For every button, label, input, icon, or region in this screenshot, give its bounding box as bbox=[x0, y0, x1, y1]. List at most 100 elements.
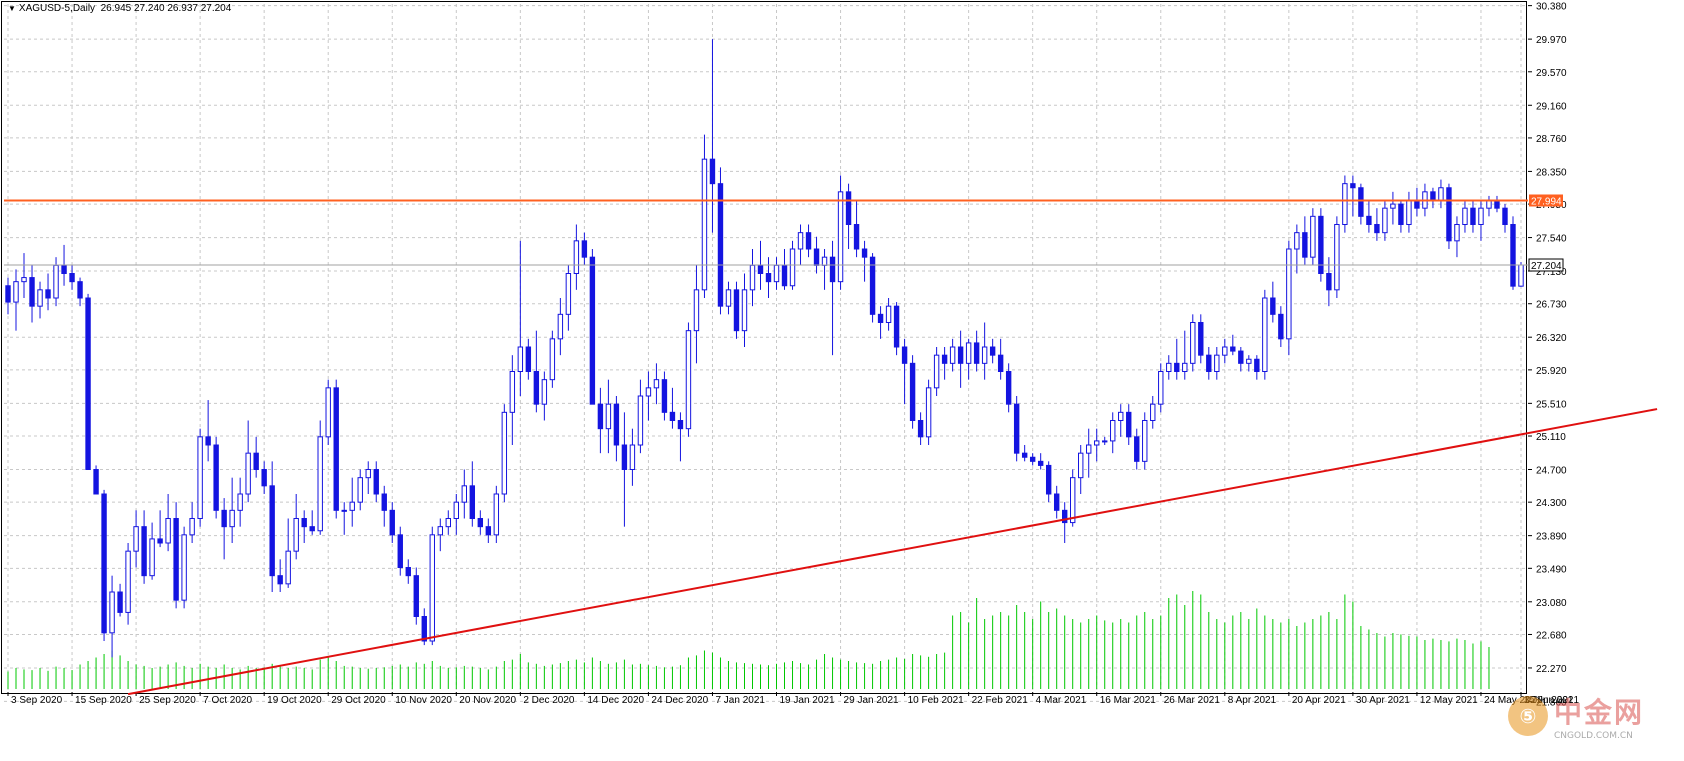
candle-body[interactable] bbox=[165, 518, 171, 544]
candle-body[interactable] bbox=[1222, 346, 1228, 356]
candle-body[interactable] bbox=[77, 281, 83, 299]
candle-body[interactable] bbox=[1037, 460, 1044, 466]
candle-body[interactable] bbox=[1214, 354, 1220, 372]
candle-body[interactable] bbox=[357, 477, 363, 503]
candle-body[interactable] bbox=[1350, 183, 1356, 189]
candle-body[interactable] bbox=[413, 575, 419, 618]
candle-body[interactable] bbox=[637, 395, 644, 446]
candle-body[interactable] bbox=[773, 264, 780, 283]
candle-body[interactable] bbox=[5, 285, 11, 303]
candle-body[interactable] bbox=[405, 567, 411, 577]
candle-body[interactable] bbox=[1294, 232, 1300, 250]
candle-body[interactable] bbox=[965, 342, 972, 364]
candle-body[interactable] bbox=[389, 509, 395, 536]
candle-body[interactable] bbox=[29, 277, 35, 307]
candle-body[interactable] bbox=[1318, 215, 1324, 274]
candle-body[interactable] bbox=[1190, 322, 1196, 364]
candle-body[interactable] bbox=[765, 273, 772, 283]
candle-body[interactable] bbox=[613, 403, 620, 446]
candle-body[interactable] bbox=[1094, 440, 1100, 446]
candle-body[interactable] bbox=[581, 240, 588, 258]
candle-body[interactable] bbox=[453, 501, 459, 519]
candle-body[interactable] bbox=[557, 313, 564, 340]
candle-body[interactable] bbox=[13, 281, 19, 303]
candle-body[interactable] bbox=[261, 469, 267, 487]
candle-body[interactable] bbox=[445, 518, 451, 528]
candle-body[interactable] bbox=[61, 264, 67, 275]
candle-body[interactable] bbox=[957, 346, 964, 364]
candle-body[interactable] bbox=[1102, 440, 1108, 443]
candle-body[interactable] bbox=[333, 387, 339, 511]
candle-body[interactable] bbox=[309, 526, 315, 532]
candle-body[interactable] bbox=[565, 273, 572, 315]
candle-body[interactable] bbox=[317, 436, 323, 532]
candle-body[interactable] bbox=[1174, 362, 1180, 373]
candle-body[interactable] bbox=[173, 518, 179, 601]
candle-body[interactable] bbox=[1262, 297, 1268, 372]
candle-body[interactable] bbox=[1326, 273, 1332, 291]
candle-body[interactable] bbox=[1270, 297, 1276, 315]
candle-body[interactable] bbox=[685, 330, 692, 430]
candle-body[interactable] bbox=[69, 273, 75, 283]
candle-body[interactable] bbox=[493, 493, 500, 536]
candle-body[interactable] bbox=[877, 313, 884, 324]
candle-body[interactable] bbox=[117, 591, 123, 613]
candle-body[interactable] bbox=[229, 509, 235, 528]
candle-body[interactable] bbox=[349, 501, 355, 511]
candle-body[interactable] bbox=[501, 411, 508, 495]
candle-body[interactable] bbox=[1126, 411, 1132, 438]
candle-body[interactable] bbox=[469, 485, 476, 520]
candle-body[interactable] bbox=[1166, 362, 1172, 373]
candle-body[interactable] bbox=[1390, 203, 1396, 209]
candle-body[interactable] bbox=[189, 518, 195, 536]
candle-body[interactable] bbox=[1302, 232, 1308, 258]
candle-body[interactable] bbox=[85, 297, 91, 470]
candle-body[interactable] bbox=[1342, 183, 1348, 226]
candle-body[interactable] bbox=[1078, 452, 1084, 479]
candle-body[interactable] bbox=[1334, 224, 1340, 291]
candle-body[interactable] bbox=[1005, 371, 1012, 405]
candle-body[interactable] bbox=[397, 534, 403, 568]
candle-body[interactable] bbox=[1198, 322, 1204, 356]
candle-body[interactable] bbox=[869, 256, 876, 315]
candle-body[interactable] bbox=[213, 444, 219, 511]
candle-body[interactable] bbox=[829, 256, 836, 283]
candle-body[interactable] bbox=[533, 371, 540, 405]
candle-body[interactable] bbox=[629, 444, 636, 470]
candle-body[interactable] bbox=[621, 444, 628, 470]
candle-body[interactable] bbox=[1118, 411, 1124, 422]
candle-body[interactable] bbox=[301, 518, 307, 528]
candle-body[interactable] bbox=[1086, 444, 1092, 454]
candle-body[interactable] bbox=[1430, 191, 1436, 201]
candle-body[interactable] bbox=[509, 371, 516, 413]
candle-body[interactable] bbox=[253, 452, 259, 470]
candle-body[interactable] bbox=[21, 277, 27, 283]
candle-body[interactable] bbox=[757, 264, 764, 275]
candle-body[interactable] bbox=[1502, 207, 1508, 226]
candle-body[interactable] bbox=[989, 346, 996, 356]
candle-body[interactable] bbox=[789, 248, 796, 287]
candle-body[interactable] bbox=[101, 493, 107, 634]
candle-body[interactable] bbox=[709, 158, 716, 185]
candle-body[interactable] bbox=[149, 538, 155, 577]
candle-body[interactable] bbox=[781, 264, 788, 287]
candle-body[interactable] bbox=[525, 346, 532, 372]
candle-body[interactable] bbox=[157, 538, 163, 544]
candle-body[interactable] bbox=[933, 354, 940, 389]
candle-body[interactable] bbox=[1510, 224, 1516, 287]
candle-body[interactable] bbox=[293, 518, 299, 552]
candle-body[interactable] bbox=[485, 526, 492, 536]
candle-body[interactable] bbox=[1182, 362, 1188, 373]
candle-body[interactable] bbox=[237, 493, 243, 511]
candle-body[interactable] bbox=[205, 436, 211, 446]
candle-body[interactable] bbox=[741, 289, 748, 332]
candle-body[interactable] bbox=[605, 403, 612, 430]
candle-body[interactable] bbox=[893, 305, 900, 348]
candle-body[interactable] bbox=[677, 420, 684, 430]
candle-body[interactable] bbox=[1110, 420, 1116, 442]
candle-body[interactable] bbox=[1230, 346, 1236, 352]
candle-body[interactable] bbox=[381, 493, 387, 511]
candle-body[interactable] bbox=[517, 346, 524, 372]
candle-body[interactable] bbox=[1358, 187, 1364, 217]
candle-body[interactable] bbox=[1142, 420, 1148, 462]
